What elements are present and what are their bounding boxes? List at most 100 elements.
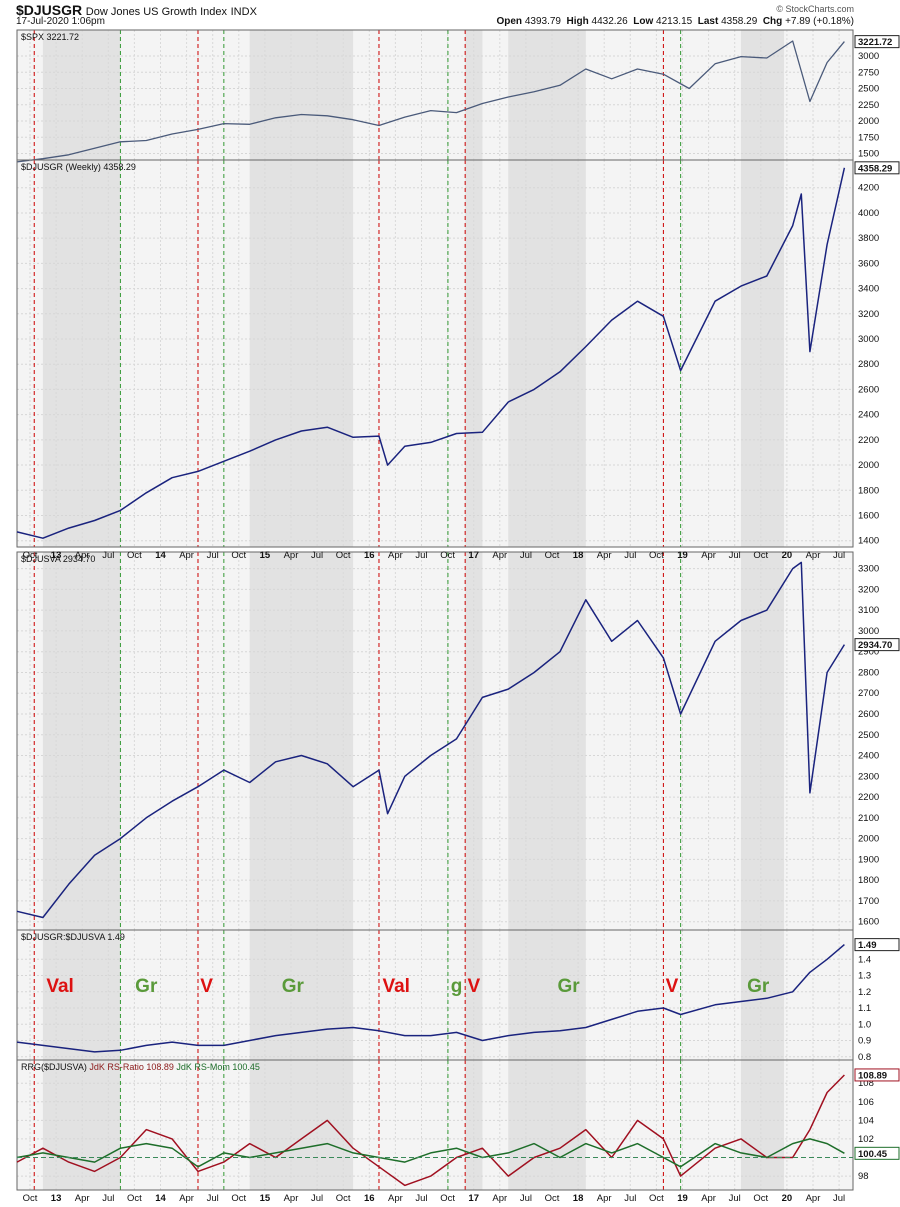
xtick-1-7: Jul bbox=[207, 1193, 219, 1204]
ytick-djusgr-1: 4000 bbox=[858, 208, 879, 219]
ytick-djusva-17: 1600 bbox=[858, 917, 879, 928]
xtick-1-19: Jul bbox=[520, 1193, 532, 1204]
ytick-spx-2: 2500 bbox=[858, 84, 879, 95]
series-line-djusva bbox=[16, 561, 846, 919]
rs-mom-label: JdK RS-Mom 100.45 bbox=[176, 1062, 260, 1072]
shade-band-rrg-4 bbox=[740, 1060, 785, 1190]
xtick-1-22: Apr bbox=[597, 1193, 612, 1204]
xtick-0-8: Oct bbox=[231, 550, 246, 561]
xtick-1-20: Oct bbox=[545, 1193, 560, 1204]
series-line-rs-ratio bbox=[16, 1074, 845, 1187]
shade-band-djusva-4 bbox=[740, 552, 785, 930]
last-label: Last bbox=[697, 16, 719, 27]
shade-band-ratio-3 bbox=[508, 930, 586, 1060]
high-value: 4432.26 bbox=[591, 16, 628, 27]
shade-band-spx-4 bbox=[740, 30, 785, 160]
xtick-1-18: Apr bbox=[492, 1193, 507, 1204]
last-badge-ratio-box bbox=[854, 1068, 900, 1082]
panel-bg-rrg bbox=[17, 1060, 853, 1190]
xtick-1-0: Oct bbox=[23, 1193, 38, 1204]
xtick-1-10: Apr bbox=[284, 1193, 299, 1204]
ytick-djusgr-4: 3400 bbox=[858, 284, 879, 295]
ytick-ratio-6: 0.8 bbox=[858, 1052, 871, 1063]
ytick-djusva-0: 3300 bbox=[858, 564, 879, 575]
ytick-spx-0: 3000 bbox=[858, 51, 879, 62]
xtick-0-5: 14 bbox=[155, 550, 166, 561]
xtick-0-14: Apr bbox=[388, 550, 403, 561]
shade-band-ratio-1 bbox=[249, 930, 354, 1060]
shade-band-rrg-1 bbox=[249, 1060, 354, 1190]
ytick-djusgr-10: 2200 bbox=[858, 435, 879, 446]
ytick-djusva-8: 2500 bbox=[858, 730, 879, 741]
ytick-rrg-3: 102 bbox=[858, 1134, 874, 1145]
last-badge-spx-box bbox=[854, 35, 900, 49]
xtick-1-31: Jul bbox=[833, 1193, 845, 1204]
ytick-djusgr-14: 1400 bbox=[858, 536, 879, 547]
xtick-0-26: Apr bbox=[701, 550, 716, 561]
xtick-0-9: 15 bbox=[260, 550, 271, 561]
xtick-1-14: Apr bbox=[388, 1193, 403, 1204]
xtick-0-11: Jul bbox=[311, 550, 323, 561]
ytick-djusgr-12: 1800 bbox=[858, 485, 879, 496]
xtick-1-4: Oct bbox=[127, 1193, 142, 1204]
xtick-0-21: 18 bbox=[573, 550, 584, 561]
ytick-ratio-0: 1.4 bbox=[858, 954, 871, 965]
ytick-djusva-3: 3000 bbox=[858, 626, 879, 637]
xtick-1-6: Apr bbox=[179, 1193, 194, 1204]
ytick-djusva-12: 2100 bbox=[858, 813, 879, 824]
ohlc-readout: Open 4393.79 High 4432.26 Low 4213.15 La… bbox=[496, 16, 854, 27]
xtick-1-24: Oct bbox=[649, 1193, 664, 1204]
exchange: INDX bbox=[230, 6, 257, 18]
xtick-1-3: Jul bbox=[102, 1193, 114, 1204]
ytick-djusva-10: 2300 bbox=[858, 771, 879, 782]
ytick-spx-3: 2250 bbox=[858, 100, 879, 111]
annotation-7: Gr bbox=[557, 976, 580, 997]
ytick-ratio-4: 1.0 bbox=[858, 1019, 871, 1030]
ytick-djusgr-9: 2400 bbox=[858, 410, 879, 421]
ytick-ratio-1: 1.3 bbox=[858, 971, 871, 982]
shade-band-djusva-1 bbox=[249, 552, 354, 930]
ytick-djusva-9: 2400 bbox=[858, 751, 879, 762]
xtick-0-4: Oct bbox=[127, 550, 142, 561]
xtick-1-11: Jul bbox=[311, 1193, 323, 1204]
last-badge-ratio-box bbox=[854, 938, 900, 952]
panel-bg-ratio bbox=[17, 930, 853, 1060]
chart-header: $DJUSGR Dow Jones US Growth Index INDX 1… bbox=[0, 0, 900, 30]
xtick-1-26: Apr bbox=[701, 1193, 716, 1204]
chg-value: +7.89 (+0.18%) bbox=[785, 16, 854, 27]
shade-band-djusgr-4 bbox=[740, 160, 785, 547]
annotation-0: Val bbox=[46, 976, 73, 997]
xtick-0-16: Oct bbox=[440, 550, 455, 561]
ytick-djusgr-3: 3600 bbox=[858, 258, 879, 269]
annotation-2: V bbox=[200, 976, 213, 997]
series-line-spx bbox=[16, 40, 845, 163]
ytick-djusva-1: 3200 bbox=[858, 584, 879, 595]
xtick-0-2: Apr bbox=[75, 550, 90, 561]
open-value: 4393.79 bbox=[524, 16, 561, 27]
last-badge-djusgr-box bbox=[854, 161, 900, 175]
ytick-rrg-2: 104 bbox=[858, 1115, 874, 1126]
annotation-1: Gr bbox=[135, 976, 158, 997]
series-line-djusgr bbox=[16, 167, 846, 539]
last-badge-djusva: 2934.70 bbox=[858, 640, 892, 651]
xtick-1-15: Jul bbox=[415, 1193, 427, 1204]
low-value: 4213.15 bbox=[656, 16, 693, 27]
chart-datetime: 17-Jul-2020 1:06pm bbox=[16, 16, 105, 27]
panel-label-djusva: $DJUSVA 2934.70 bbox=[21, 554, 95, 564]
ytick-djusva-2: 3100 bbox=[858, 605, 879, 616]
ytick-djusva-13: 2000 bbox=[858, 834, 879, 845]
ytick-djusva-11: 2200 bbox=[858, 792, 879, 803]
last-badge-ratio: 108.89 bbox=[858, 1070, 887, 1081]
xtick-0-27: Jul bbox=[729, 550, 741, 561]
xtick-1-12: Oct bbox=[336, 1193, 351, 1204]
open-label: Open bbox=[496, 16, 523, 27]
xtick-1-17: 17 bbox=[468, 1193, 479, 1204]
xtick-0-29: 20 bbox=[782, 550, 793, 561]
panel-frame-rrg bbox=[16, 1059, 854, 1191]
shade-band-djusgr-1 bbox=[249, 160, 354, 547]
panel-bg-djusgr bbox=[17, 160, 853, 547]
ytick-djusgr-13: 1600 bbox=[858, 510, 879, 521]
xtick-1-16: Oct bbox=[440, 1193, 455, 1204]
xtick-0-20: Oct bbox=[545, 550, 560, 561]
